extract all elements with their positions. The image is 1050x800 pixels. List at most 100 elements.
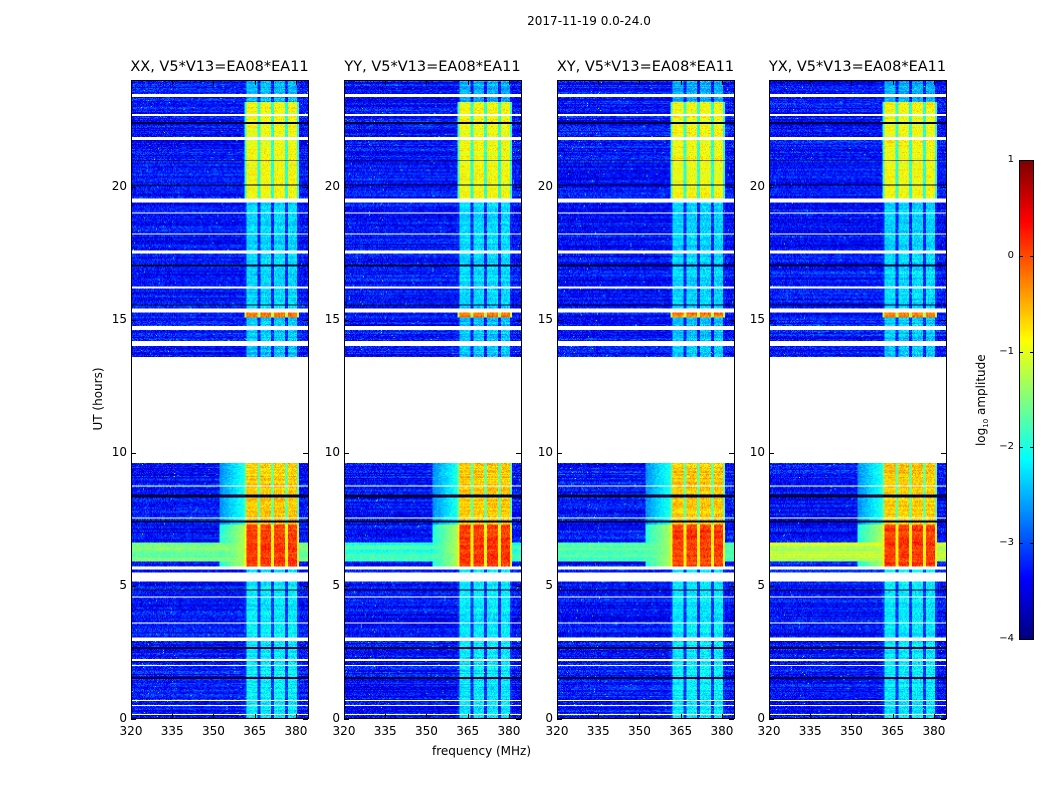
y-tick-label: 5 xyxy=(332,577,340,592)
panel-title: XX, V5*V13=EA08*EA11 xyxy=(130,59,309,75)
y-axis-label: UT (hours) xyxy=(91,367,105,431)
y-tick-mark-right xyxy=(303,186,308,188)
y-tick-mark xyxy=(557,585,562,587)
y-tick-mark-right xyxy=(729,319,734,321)
y-tick-mark-right xyxy=(941,719,946,720)
y-tick-mark xyxy=(769,319,774,321)
colorbar-tick-mark xyxy=(1019,447,1023,449)
x-tick-mark xyxy=(385,714,387,719)
panel-title: XY, V5*V13=EA08*EA11 xyxy=(556,59,735,75)
y-tick-mark xyxy=(344,452,349,454)
x-tick-label: 365 xyxy=(456,724,480,738)
x-tick-label: 335 xyxy=(373,724,397,738)
x-tick-label: 380 xyxy=(922,724,946,738)
x-tick-mark xyxy=(639,714,641,719)
y-tick-mark-right xyxy=(729,719,734,720)
x-tick-label: 335 xyxy=(160,724,184,738)
x-tick-label: 380 xyxy=(284,724,308,738)
x-tick-mark xyxy=(426,714,428,719)
x-tick-mark xyxy=(557,714,558,719)
y-tick-label: 0 xyxy=(119,711,127,725)
heatmap-image xyxy=(132,81,308,718)
y-tick-mark xyxy=(557,186,562,188)
x-tick-mark xyxy=(892,714,894,719)
x-tick-mark-top xyxy=(254,80,256,85)
y-tick-label: 20 xyxy=(324,178,340,193)
x-tick-label: 320 xyxy=(545,724,569,738)
x-tick-label: 320 xyxy=(332,724,356,738)
colorbar-tick-mark xyxy=(1019,543,1023,545)
x-tick-mark xyxy=(344,714,345,719)
y-tick-mark-right xyxy=(516,319,521,321)
y-tick-mark-right xyxy=(729,585,734,587)
heatmap-image xyxy=(345,81,521,718)
colorbar-tick-mark xyxy=(1019,255,1023,257)
y-tick-mark-right xyxy=(303,319,308,321)
x-tick-mark-top xyxy=(467,80,469,85)
colorbar-tick-mark-right xyxy=(1030,447,1034,449)
colorbar-tick-label: −4 xyxy=(999,633,1014,644)
panel-title: YY, V5*V13=EA08*EA11 xyxy=(344,59,521,75)
colorbar-label-rest: amplitude xyxy=(973,354,988,419)
spectrogram-panel-4 xyxy=(769,80,947,719)
y-tick-label: 10 xyxy=(324,444,340,459)
x-tick-mark-top xyxy=(385,80,387,85)
x-tick-label: 365 xyxy=(669,724,693,738)
x-tick-mark xyxy=(467,714,469,719)
y-tick-mark xyxy=(769,186,774,188)
spectrogram-panel-1 xyxy=(131,80,309,719)
y-tick-label: 15 xyxy=(749,311,765,326)
colorbar-label-log: log xyxy=(973,427,988,447)
y-tick-mark-right xyxy=(941,319,946,321)
x-tick-mark-top xyxy=(172,80,174,85)
colorbar-tick-label: −1 xyxy=(999,345,1014,357)
y-tick-mark-right xyxy=(303,719,308,720)
x-tick-label: 320 xyxy=(119,724,143,738)
x-tick-mark xyxy=(508,714,510,719)
x-tick-mark-top xyxy=(851,80,853,85)
x-tick-mark-top xyxy=(213,80,215,85)
x-tick-label: 335 xyxy=(798,724,822,738)
spectrogram-panel-3 xyxy=(557,80,735,719)
colorbar-tick-label: 0 xyxy=(1007,249,1014,261)
colorbar-tick-mark xyxy=(1019,639,1023,640)
y-tick-label: 5 xyxy=(757,577,765,592)
x-tick-mark-top xyxy=(721,80,723,85)
y-tick-mark xyxy=(131,452,136,454)
y-tick-mark xyxy=(131,319,136,321)
x-tick-mark xyxy=(851,714,853,719)
y-tick-mark xyxy=(344,719,349,720)
y-tick-mark xyxy=(557,719,562,720)
x-tick-mark-top xyxy=(295,80,297,85)
y-tick-mark-right xyxy=(516,452,521,454)
x-tick-label: 350 xyxy=(628,724,651,738)
y-tick-label: 20 xyxy=(111,178,127,193)
y-tick-mark-right xyxy=(729,186,734,188)
y-tick-label: 10 xyxy=(749,444,765,459)
x-tick-label: 335 xyxy=(586,724,610,738)
panel-title: YX, V5*V13=EA08*EA11 xyxy=(768,59,947,75)
colorbar-tick-mark xyxy=(1019,160,1023,161)
x-tick-label: 380 xyxy=(710,724,734,738)
y-tick-mark xyxy=(557,319,562,321)
spectrogram-panel-2 xyxy=(344,80,522,719)
x-tick-mark xyxy=(680,714,682,719)
y-tick-mark xyxy=(557,452,562,454)
y-tick-mark xyxy=(769,719,774,720)
x-tick-mark-top xyxy=(598,80,600,85)
x-tick-mark xyxy=(295,714,297,719)
figure-title: 2017-11-19 0.0-24.0 xyxy=(527,14,651,28)
x-tick-mark-top xyxy=(131,80,132,85)
x-tick-mark xyxy=(213,714,215,719)
colorbar-tick-mark-right xyxy=(1030,639,1034,640)
x-tick-mark-top xyxy=(680,80,682,85)
heatmap-image xyxy=(770,81,946,718)
y-tick-mark xyxy=(344,585,349,587)
y-tick-mark xyxy=(769,452,774,454)
x-tick-mark-top xyxy=(508,80,510,85)
x-tick-mark-top xyxy=(639,80,641,85)
x-tick-mark xyxy=(598,714,600,719)
y-tick-mark-right xyxy=(516,719,521,720)
colorbar-label-sub: 10 xyxy=(982,418,991,428)
colorbar-tick-mark xyxy=(1019,351,1023,353)
